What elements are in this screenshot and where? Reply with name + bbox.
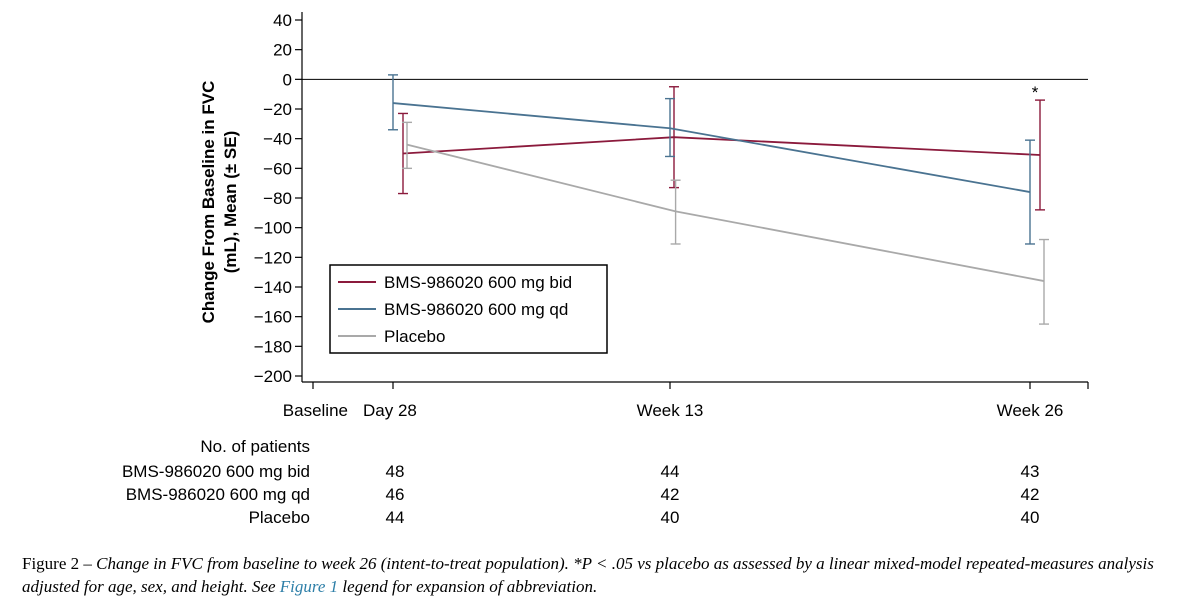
patients-count: 44 [661,462,680,481]
caption-text-1: Change in FVC from baseline to week 26 (… [22,554,1154,596]
patients-count: 40 [661,508,680,527]
chart-annotations: * [1032,83,1039,102]
patients-table: No. of patients BMS-986020 600 mg bid 48 44… [122,437,1040,527]
patients-count: 42 [661,485,680,504]
y-tick-label: 20 [273,41,292,60]
figure-caption: Figure 2 – Change in FVC from baseline t… [22,552,1182,598]
y-ticks: 40 20 0 −20 −40 −60 −80 −100 −120 −140 −160 −180 −20… [254,11,302,386]
y-tick-label: 0 [283,70,292,89]
caption-label: Figure 2 – [22,554,97,573]
y-axis-label-line2: (mL), Mean (± SE) [221,131,240,274]
y-tick-label: −20 [263,100,292,119]
y-axis-label-line1: Change From Baseline in FVC [199,81,218,324]
patients-row-label: Placebo [249,508,310,527]
legend: BMS-986020 600 mg bid BMS-986020 600 mg q… [329,264,608,354]
patients-count: 44 [386,508,405,527]
chart-series [388,74,1049,325]
caption-text-2: legend for expansion of abbreviation. [338,577,598,596]
x-tick-label: Week 26 [997,401,1064,420]
y-tick-label: −160 [254,308,292,327]
fvc-chart: Change From Baseline in FVC (mL), Mean (±… [122,11,1089,527]
patients-row-label: BMS-986020 600 mg bid [122,462,310,481]
caption-figure-link[interactable]: Figure 1 [279,577,339,596]
y-tick-label: −200 [254,367,292,386]
patients-count: 48 [386,462,405,481]
x-tick-label: Day 28 [363,401,417,420]
y-tick-label: −120 [254,248,292,267]
legend-label-0: BMS-986020 600 mg bid [384,273,572,292]
x-ticks: Baseline Day 28 Week 13 Week 26 [283,382,1089,420]
y-tick-label: −140 [254,278,292,297]
legend-box [329,264,608,354]
series-line-0 [402,136,1041,156]
patients-heading: No. of patients [200,437,310,456]
x-tick-label: Week 13 [637,401,704,420]
y-tick-label: −40 [263,130,292,149]
patients-count: 43 [1021,462,1040,481]
y-tick-label: −100 [254,219,292,238]
y-tick-label: −80 [263,189,292,208]
x-tick-label: Baseline [283,401,348,420]
legend-label-1: BMS-986020 600 mg qd [384,300,568,319]
patients-row-label: BMS-986020 600 mg qd [126,485,310,504]
patients-count: 40 [1021,508,1040,527]
legend-label-2: Placebo [384,327,445,346]
series-line-2 [406,143,1045,282]
chart-axes: Change From Baseline in FVC (mL), Mean (±… [199,12,1088,383]
y-tick-label: −180 [254,337,292,356]
patients-count: 42 [1021,485,1040,504]
y-tick-label: −60 [263,159,292,178]
significance-asterisk: * [1032,83,1039,102]
y-tick-label: 40 [273,11,292,30]
patients-count: 46 [386,485,405,504]
